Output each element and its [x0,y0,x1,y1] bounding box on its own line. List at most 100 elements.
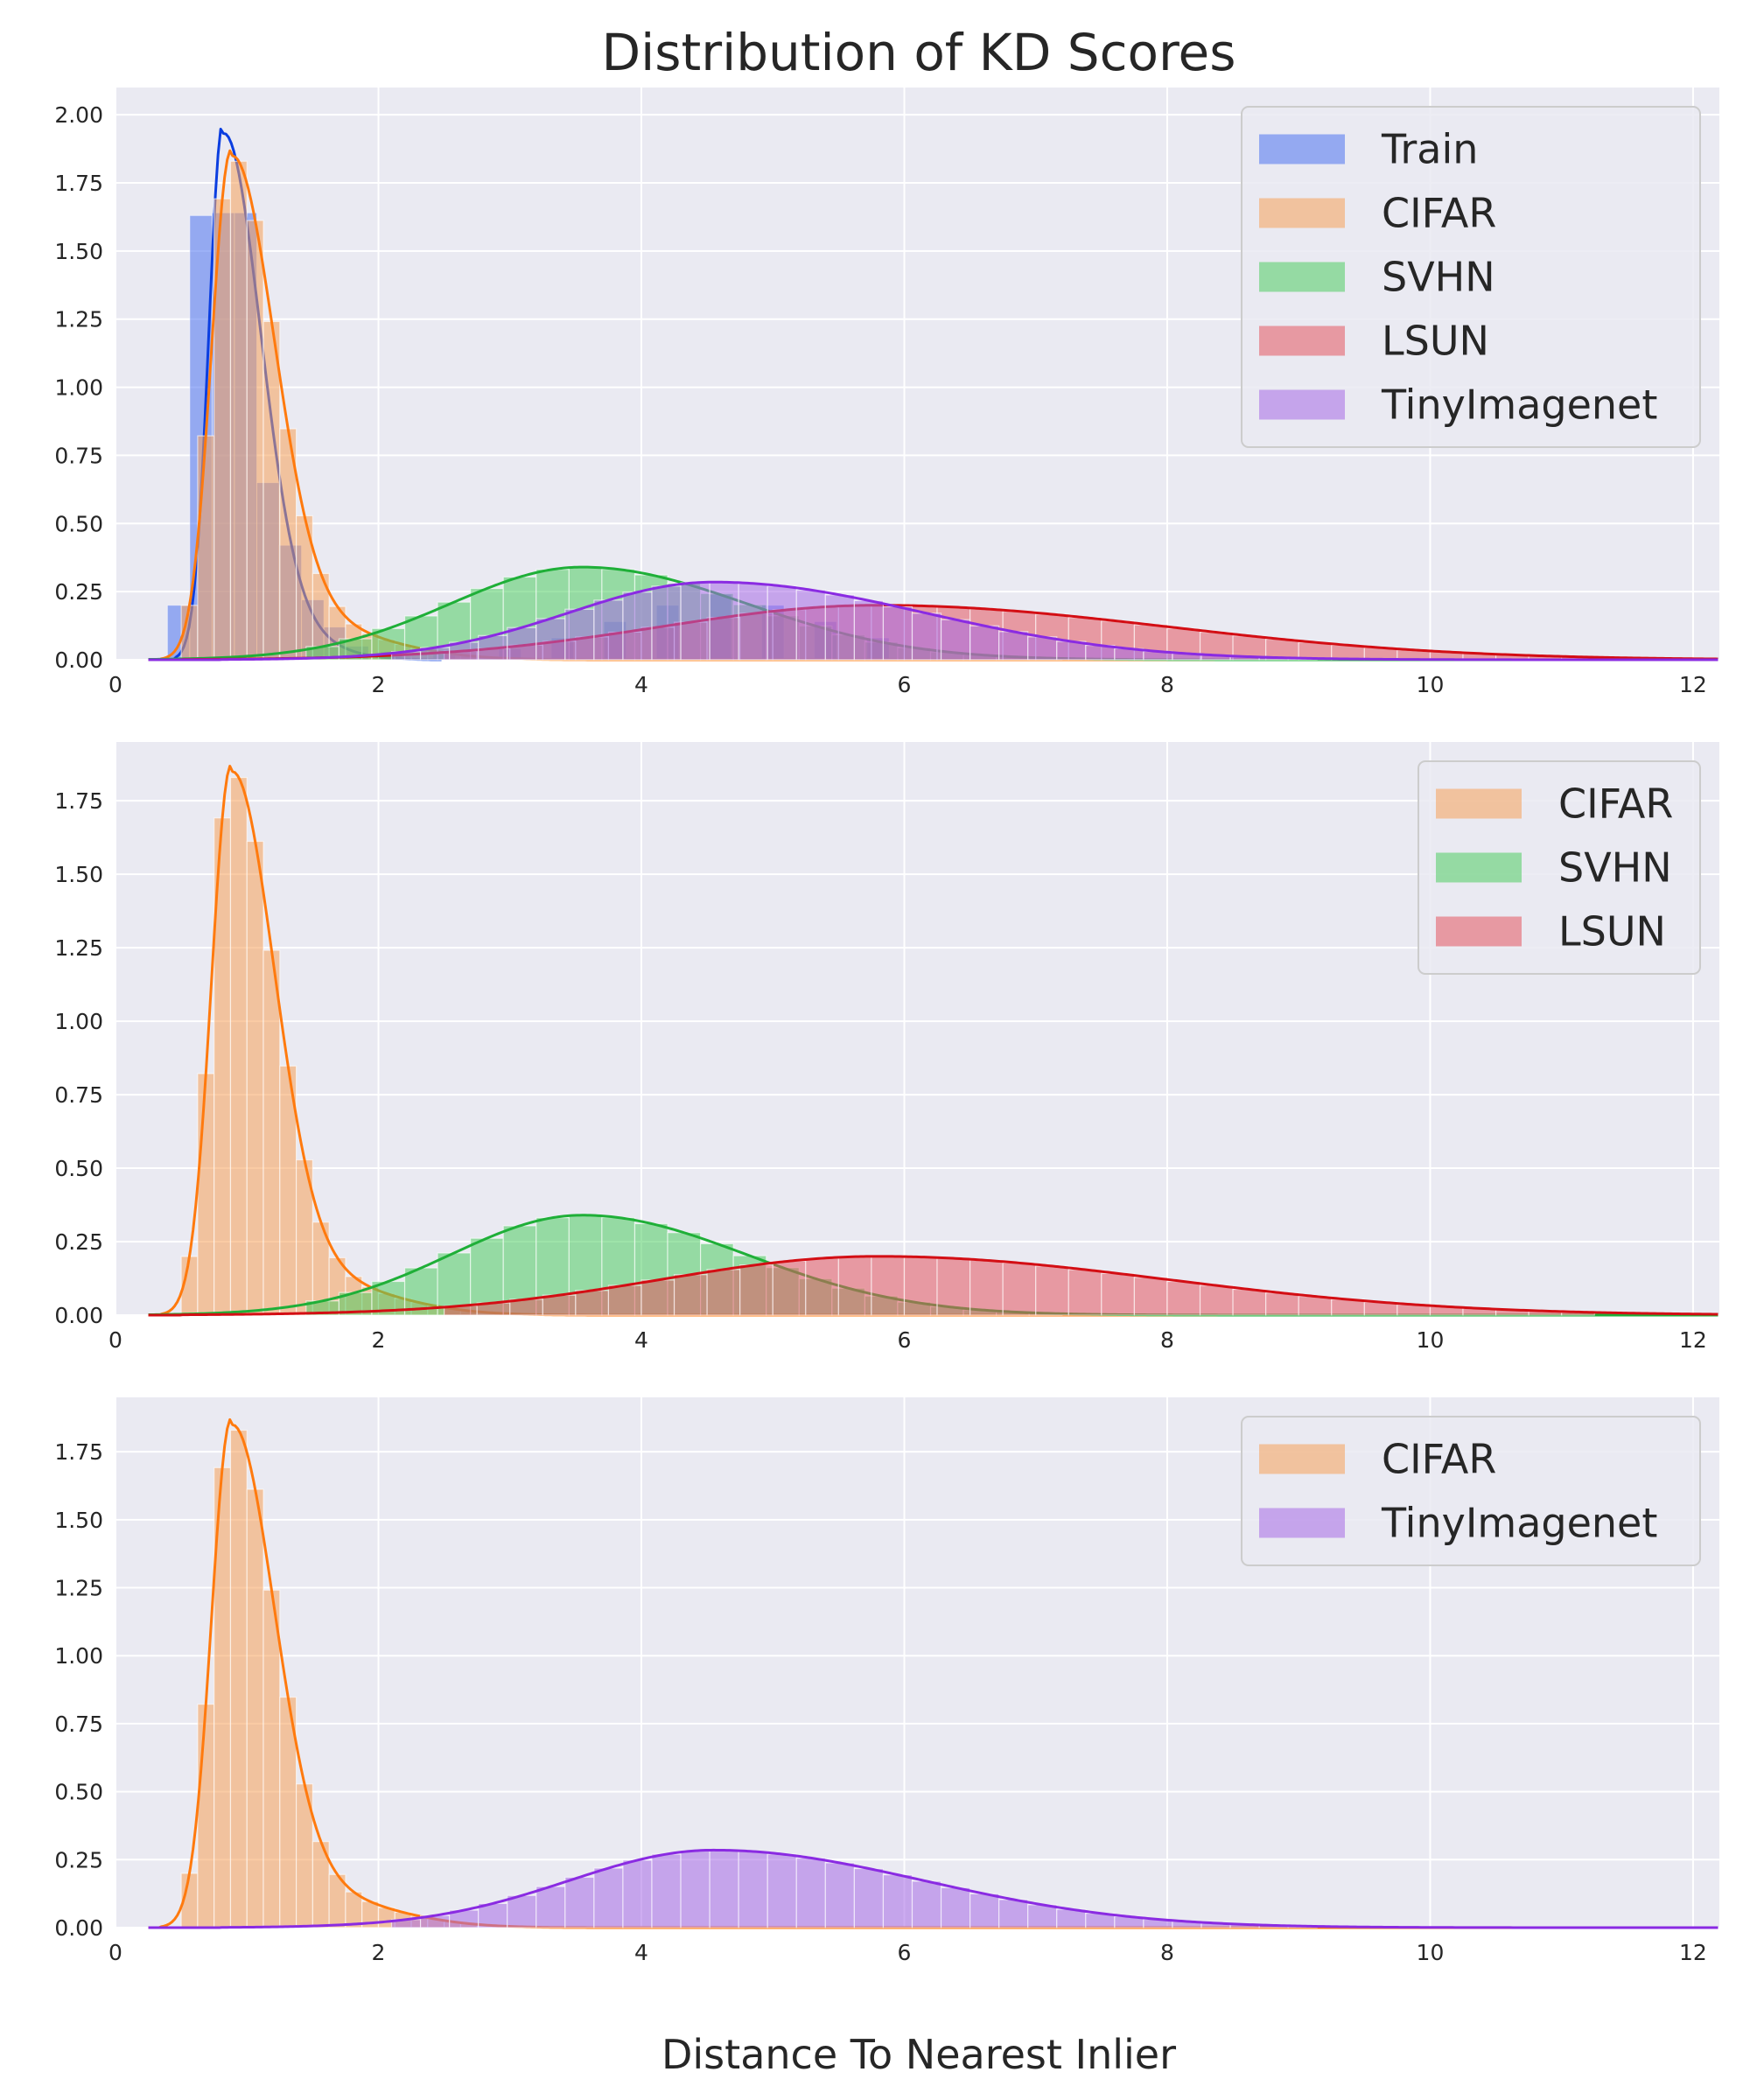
x-tick-label: 12 [1679,1940,1707,1965]
legend-label: SVHN [1558,844,1672,892]
histogram-bar [607,1284,642,1316]
y-tick-label: 0.25 [54,579,103,605]
histogram-bar [709,1849,739,1928]
legend-swatch [1259,1508,1345,1538]
x-tick-label: 4 [634,672,648,697]
legend-swatch [1259,262,1345,292]
histogram-bar [246,1488,264,1928]
histogram-bar [1101,1272,1135,1316]
legend: Train CIFAR SVHN LSUN TinyImagenet [1241,106,1701,448]
panel-1: 0.00 0.25 0.50 0.75 1.00 1.25 1.50 1.75 2.00 0 2 4 6… [54,88,1719,697]
histogram-bar [936,1257,971,1316]
y-tick-label: 0.25 [54,1847,103,1872]
y-tick-label: 0.50 [54,1780,103,1805]
histogram-bar [536,1886,566,1928]
histogram-bar [1068,1269,1102,1316]
histogram-bar [262,949,281,1316]
histogram-bar [772,1260,807,1316]
legend: CIFAR SVHN LSUN [1418,760,1701,975]
legend-swatch [1259,326,1345,356]
histogram-bar [1166,1280,1201,1316]
histogram-bar [262,1589,281,1928]
histogram-bar [871,1256,906,1316]
histogram-bar [882,606,914,661]
legend-label: CIFAR [1382,1436,1496,1483]
x-axis-label: Distance To Nearest Inlier [662,2031,1176,2078]
histogram-bar [1298,1295,1333,1316]
histogram-bar [1331,1298,1365,1316]
histogram-bar [262,320,281,661]
x-tick-label: 6 [898,1327,912,1353]
y-tick-label: 1.00 [54,1643,103,1669]
y-tick-label: 1.25 [54,307,103,332]
y-tick-label: 1.50 [54,1508,103,1533]
legend-swatch [1436,916,1522,947]
legend-label: CIFAR [1558,780,1673,828]
y-tick-label: 0.00 [54,1915,103,1941]
histogram-bar [837,1256,872,1316]
histogram-bar [805,1257,839,1316]
x-tick-label: 2 [372,1940,386,1965]
series-cifar [148,765,1718,1317]
x-tick-label: 4 [634,1327,648,1353]
x-tick-label: 10 [1417,1327,1445,1353]
legend-label: TinyImagenet [1381,382,1657,429]
histogram-bar [1265,1292,1299,1316]
histogram-bar [969,1259,1004,1316]
histogram-bar [680,582,710,661]
y-tick-label: 0.75 [54,1712,103,1737]
kde-line [148,1255,1718,1317]
histogram-bar [998,631,1029,661]
y-tick-label: 2.00 [54,102,103,128]
histogram-bar [1199,1284,1234,1316]
panel-2: 0.00 0.25 0.50 0.75 1.00 1.25 1.50 1.75 0 2 4 6 8 10 1… [54,742,1719,1353]
x-tick-label: 2 [372,1327,386,1353]
histogram-bar [766,585,797,661]
y-tick-label: 0.75 [54,443,103,468]
histogram-bar [651,1853,682,1928]
histogram-bar [622,592,653,661]
histogram-bar [1232,1288,1267,1316]
histogram-bar [969,1893,1000,1928]
x-tick-label: 10 [1417,672,1445,697]
x-tick-label: 10 [1417,1940,1445,1965]
histogram-bar [706,1269,741,1316]
legend-swatch [1436,852,1522,883]
y-tick-label: 1.50 [54,239,103,264]
histogram-bar [478,634,508,661]
kde-line [148,1848,1718,1929]
kde-line [148,580,1718,662]
legend-frame [1241,1416,1701,1566]
histogram-bar [197,1073,215,1316]
x-tick-label: 2 [372,672,386,697]
histogram-bar [709,581,739,661]
histogram-bar [940,1886,971,1928]
histogram-bar [969,625,1000,661]
histogram-bar [824,594,855,661]
y-tick-label: 1.25 [54,935,103,961]
histogram-bar [507,1894,537,1928]
series-cifar [148,1418,1718,1929]
panel-3: 0.00 0.25 0.50 0.75 1.00 1.25 1.50 1.75 0 2 4 6 8 10 1… [54,1397,1719,1965]
x-tick-label: 8 [1160,1327,1174,1353]
y-tick-label: 0.00 [54,648,103,673]
histogram-bar [640,1279,676,1316]
histogram-bar [824,1862,855,1928]
y-tick-label: 1.00 [54,1009,103,1034]
x-tick-label: 8 [1160,672,1174,697]
y-tick-label: 0.75 [54,1082,103,1108]
series-lsun [148,1255,1718,1317]
histogram-bar [998,1899,1029,1928]
legend-label: LSUN [1558,908,1666,956]
legend-swatch [1259,198,1345,228]
x-tick-label: 8 [1160,1940,1174,1965]
y-tick-label: 0.50 [54,1156,103,1181]
legend-label: SVHN [1382,254,1495,301]
y-tick-label: 1.75 [54,171,103,196]
histogram-bar [911,612,942,661]
x-tick-label: 4 [634,1940,648,1965]
histogram-bar [197,435,215,661]
y-tick-label: 1.50 [54,862,103,887]
histogram-bar [564,608,595,661]
series-tinyimagenet [148,580,1718,662]
